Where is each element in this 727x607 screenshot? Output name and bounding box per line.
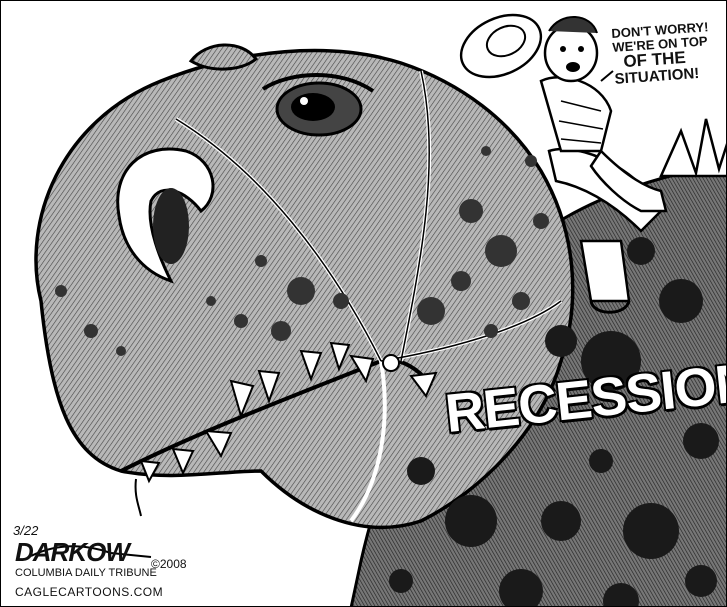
- teeth: [139, 341, 438, 484]
- cowboy-hat: [459, 13, 543, 79]
- signature-flourish: [30, 545, 152, 558]
- mouth: [120, 358, 433, 473]
- artist-signature: DARKOW: [15, 537, 130, 567]
- syndicate-site: CAGLECARTOONS.COM: [15, 585, 164, 599]
- speech-tail: [600, 70, 614, 82]
- body-spots: [389, 237, 719, 606]
- drool: [134, 478, 142, 517]
- cartoon-date: 3/22: [13, 523, 39, 538]
- rider: [539, 16, 668, 213]
- speech-balloon-text: DON'T WORRY! WE'RE ON TOP OF THE SITUATI…: [611, 19, 726, 88]
- publication-name: COLUMBIA DAILY TRIBUNE: [15, 567, 157, 579]
- ear: [188, 43, 259, 71]
- back-spikes: [659, 118, 726, 178]
- hide-spots: [55, 146, 549, 356]
- nostril: [116, 147, 215, 284]
- copyright-year: ©2008: [151, 557, 187, 571]
